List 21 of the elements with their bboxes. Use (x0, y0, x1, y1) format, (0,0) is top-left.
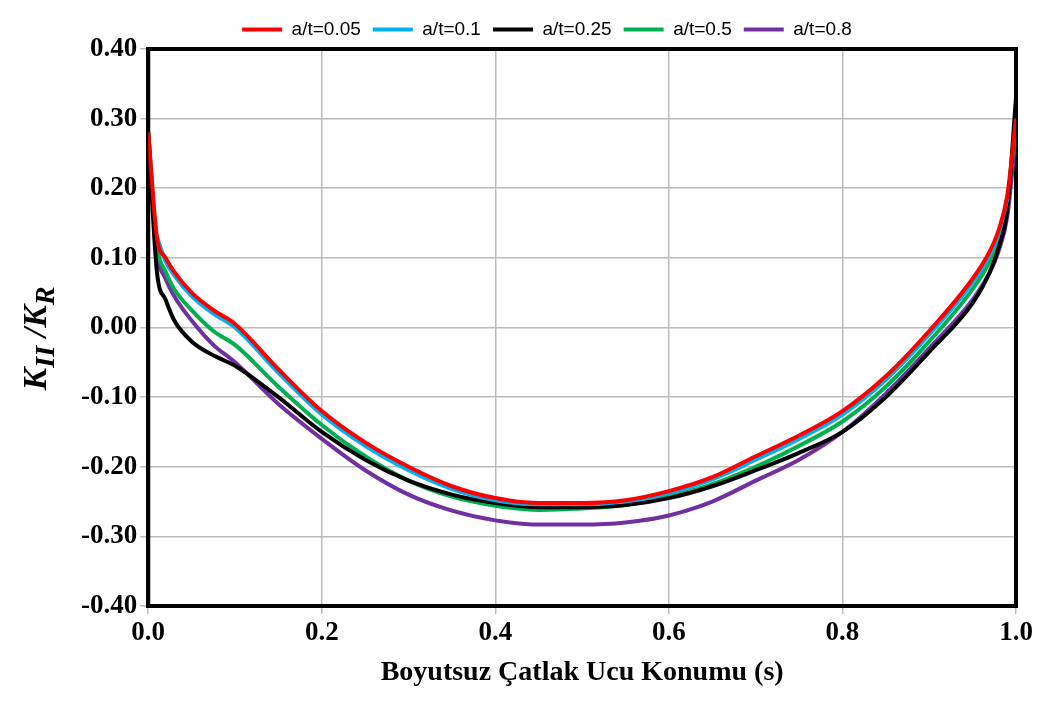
x-tick-label: 0.4 (478, 616, 513, 647)
y-tick-label: 0.10 (89, 240, 138, 271)
legend-label: a/t=0.5 (673, 17, 732, 39)
legend-label: a/t=0.05 (291, 17, 361, 39)
y-tick-label: -0.20 (80, 449, 138, 480)
y-tick-label: 0.00 (89, 310, 138, 341)
y-tick-label: 0.20 (89, 171, 138, 202)
legend-label: a/t=0.1 (422, 17, 481, 39)
legend-label: a/t=0.25 (542, 17, 612, 39)
y-tick-label: -0.40 (80, 588, 138, 619)
x-tick-label: 1.0 (999, 616, 1033, 647)
x-tick-label: 0.0 (131, 616, 166, 647)
x-tick-label: 0.6 (652, 616, 686, 647)
x-axis-title: Boyutsuz Çatlak Ucu Konumu (s) (380, 655, 784, 687)
y-tick-label: -0.10 (80, 380, 138, 411)
y-tick-label: 0.30 (89, 101, 138, 132)
y-tick-label: 0.40 (89, 31, 138, 62)
x-tick-label: 0.2 (304, 616, 339, 647)
legend-label: a/t=0.8 (793, 17, 852, 39)
x-tick-label: 0.8 (825, 616, 860, 647)
y-tick-label: -0.30 (80, 519, 138, 550)
